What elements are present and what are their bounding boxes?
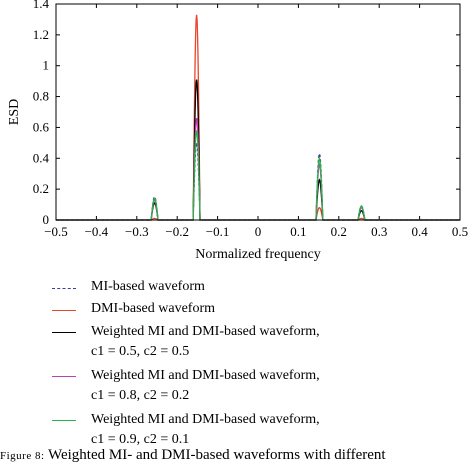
legend-swatch-dmi [52, 310, 76, 311]
y-axis-label: ESD [7, 99, 22, 125]
y-tick-label: 0.2 [33, 181, 49, 196]
x-tick-label: 0.5 [452, 224, 468, 239]
legend: MI-based waveform DMI-based waveform Wei… [44, 278, 464, 454]
y-tick-label: 0.6 [33, 119, 50, 134]
legend-item-weighted-09: Weighted MI and DMI-based waveform, c1 =… [44, 410, 464, 454]
y-tick-label: 0.4 [33, 150, 50, 165]
plot-frame [55, 3, 461, 221]
series-line-3 [56, 118, 460, 221]
legend-swatch-weighted-05 [52, 332, 76, 333]
legend-params-weighted-05: c1 = 0.5, c2 = 0.5 [91, 344, 190, 359]
legend-item-mi: MI-based waveform [44, 278, 464, 300]
x-tick-label: −0.3 [125, 224, 149, 239]
x-tick-label: 0.1 [290, 224, 306, 239]
series-line-1 [56, 14, 460, 221]
figure-caption: Figure 8: Weighted MI- and DMI-based wav… [0, 447, 386, 464]
legend-label-weighted-05: Weighted MI and DMI-based waveform, [91, 324, 320, 339]
y-tick-label: 0.8 [33, 89, 49, 104]
legend-label-dmi: DMI-based waveform [91, 301, 216, 316]
x-axis-label: Normalized frequency [195, 247, 321, 262]
legend-label-weighted-08: Weighted MI and DMI-based waveform, [91, 368, 320, 383]
figure-caption-text: Weighted MI- and DMI-based waveforms wit… [44, 447, 386, 463]
legend-label-weighted-09: Weighted MI and DMI-based waveform, [91, 412, 320, 427]
y-tick-label: 1 [43, 58, 50, 73]
legend-item-dmi: DMI-based waveform [44, 300, 464, 322]
x-tick-label: 0 [255, 224, 262, 239]
y-tick-label: 0 [43, 212, 50, 227]
legend-label-mi: MI-based waveform [91, 279, 205, 294]
legend-swatch-weighted-08 [52, 376, 76, 377]
x-tick-label: 0.2 [331, 224, 347, 239]
x-tick-label: 0.4 [411, 224, 428, 239]
legend-params-weighted-08: c1 = 0.8, c2 = 0.2 [91, 388, 190, 403]
x-tick-label: −0.4 [85, 224, 109, 239]
series-line-2 [56, 79, 460, 221]
y-tick-label: 1.2 [33, 27, 49, 42]
legend-swatch-mi [52, 288, 76, 289]
legend-swatch-weighted-09 [52, 420, 76, 421]
series-line-4 [56, 130, 460, 221]
x-tick-label: −0.1 [206, 224, 230, 239]
x-tick-label: −0.5 [44, 224, 68, 239]
x-tick-label: −0.2 [165, 224, 189, 239]
legend-item-weighted-08: Weighted MI and DMI-based waveform, c1 =… [44, 366, 464, 410]
esd-line-chart: −0.5 −0.4 −0.3 −0.2 −0.1 0 0.1 0.2 0.3 0.4 0.5 0 0.2… [7, 0, 468, 262]
x-tick-label: 0.3 [371, 224, 387, 239]
legend-params-weighted-09: c1 = 0.9, c2 = 0.1 [91, 432, 190, 447]
legend-item-weighted-05: Weighted MI and DMI-based waveform, c1 =… [44, 322, 464, 366]
series-layer [56, 14, 460, 221]
figure-caption-label: Figure 8: [0, 450, 45, 462]
axis-ticks [55, 3, 461, 221]
series-line-0 [56, 142, 460, 221]
tick-labels: −0.5 −0.4 −0.3 −0.2 −0.1 0 0.1 0.2 0.3 0.4 0.5 0 0.2… [33, 0, 468, 239]
y-tick-label: 1.4 [33, 0, 50, 11]
